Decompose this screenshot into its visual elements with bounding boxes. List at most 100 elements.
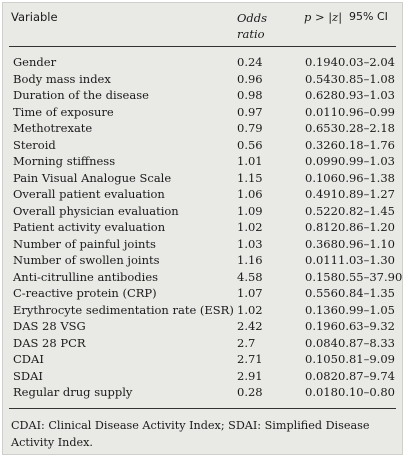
cell-variable: Patient activity evaluation — [13, 220, 166, 234]
cell-ci: 0.63–9.32 — [338, 319, 395, 333]
cell-variable: SDAI — [13, 368, 43, 383]
cell-ci: 0.87–9.74 — [338, 368, 395, 383]
cell-p-value: 0.196 — [305, 319, 338, 333]
cell-odds-ratio: 2.42 — [237, 319, 263, 333]
cell-odds-ratio: 1.03 — [237, 236, 263, 251]
table-row: Time of exposure 0.97 0.011 0.96–0.99 — [3, 104, 402, 121]
table-row: Anti-citrulline antibodies 4.58 0.158 0.55–… — [3, 269, 402, 286]
cell-p-value: 0.084 — [305, 335, 338, 350]
cell-odds-ratio: 1.16 — [237, 253, 263, 267]
cell-variable: CDAI — [13, 352, 44, 366]
cell-p-value: 0.106 — [305, 170, 338, 185]
cell-ci: 0.03–2.04 — [338, 55, 395, 69]
cell-odds-ratio: 0.96 — [237, 71, 263, 86]
cell-variable: Number of swollen joints — [13, 253, 160, 267]
cell-variable: Steroid — [13, 137, 56, 152]
cell-ci: 0.10–0.80 — [338, 385, 395, 399]
cell-variable: Duration of the disease — [13, 88, 149, 102]
cell-odds-ratio: 2.91 — [237, 368, 263, 383]
cell-ci: 0.89–1.27 — [338, 187, 395, 201]
table-row: Number of painful joints 1.03 0.368 0.96–1.… — [3, 236, 402, 253]
table-row: Gender 0.24 0.194 0.03–2.04 — [3, 54, 402, 71]
cell-odds-ratio: 1.06 — [237, 187, 263, 201]
cell-ci: 0.55–37.90 — [338, 269, 403, 284]
cell-p-value: 0.653 — [305, 121, 338, 135]
cell-ci: 0.96–1.38 — [338, 170, 395, 185]
cell-ci: 0.87–8.33 — [338, 335, 395, 350]
header-variable: Variable — [11, 10, 58, 24]
cell-variable: DAS 28 PCR — [13, 335, 86, 350]
header-p-value: p > |z| — [304, 10, 343, 24]
cell-variable: Methotrexate — [13, 121, 93, 135]
table-row: DAS 28 VSG 2.42 0.196 0.63–9.32 — [3, 318, 402, 335]
cell-variable: Overall physician evaluation — [13, 203, 179, 218]
cell-odds-ratio: 1.01 — [237, 154, 263, 168]
cell-variable: Anti-citrulline antibodies — [13, 269, 159, 284]
cell-ci: 0.96–1.10 — [338, 236, 395, 251]
cell-p-value: 0.194 — [305, 55, 338, 69]
cell-variable: Time of exposure — [13, 104, 114, 119]
header-ci: 95% CI — [349, 10, 388, 23]
table-footnote: CDAI: Clinical Disease Activity Index; S… — [11, 419, 370, 449]
cell-p-value: 0.543 — [305, 71, 338, 86]
table-row: Number of swollen joints 1.16 0.011 1.03–1.… — [3, 252, 402, 269]
cell-variable: Pain Visual Analogue Scale — [13, 170, 172, 185]
cell-odds-ratio: 4.58 — [237, 269, 263, 284]
cell-p-value: 0.158 — [305, 269, 338, 284]
header-odds-ratio: Odds ratio — [237, 10, 267, 42]
table-row: Morning stiffness 1.01 0.099 0.99–1.03 — [3, 153, 402, 170]
cell-p-value: 0.812 — [305, 220, 338, 234]
cell-ci: 0.99–1.05 — [338, 302, 395, 317]
table-row: Methotrexate 0.79 0.653 0.28–2.18 — [3, 120, 402, 137]
cell-p-value: 0.556 — [305, 286, 338, 300]
cell-odds-ratio: 1.02 — [237, 220, 263, 234]
cell-odds-ratio: 0.24 — [237, 55, 263, 69]
table-row: Body mass index 0.96 0.543 0.85–1.08 — [3, 71, 402, 88]
cell-variable: Erythrocyte sedimentation rate (ESR) — [13, 302, 234, 317]
cell-p-value: 0.491 — [305, 187, 338, 201]
cell-variable: C-reactive protein (CRP) — [13, 286, 157, 300]
cell-p-value: 0.082 — [305, 368, 338, 383]
cell-odds-ratio: 0.97 — [237, 104, 263, 119]
cell-p-value: 0.099 — [305, 154, 338, 168]
cell-odds-ratio: 0.98 — [237, 88, 263, 102]
cell-p-value: 0.011 — [305, 104, 338, 119]
cell-odds-ratio: 0.56 — [237, 137, 263, 152]
cell-ci: 0.86–1.20 — [338, 220, 395, 234]
table-row: Erythrocyte sedimentation rate (ESR) 1.02… — [3, 302, 402, 319]
cell-ci: 0.81–9.09 — [338, 352, 395, 366]
table-row: SDAI 2.91 0.082 0.87–9.74 — [3, 368, 402, 385]
cell-odds-ratio: 1.02 — [237, 302, 263, 317]
cell-odds-ratio: 2.7 — [237, 335, 256, 350]
table-row: Overall patient evaluation 1.06 0.491 0.89–… — [3, 186, 402, 203]
cell-odds-ratio: 1.07 — [237, 286, 263, 300]
cell-odds-ratio: 0.28 — [237, 385, 263, 399]
cell-variable: Overall patient evaluation — [13, 187, 165, 201]
cell-ci: 0.96–0.99 — [338, 104, 395, 119]
table-row: C-reactive protein (CRP) 1.07 0.556 0.84–1.… — [3, 285, 402, 302]
table-row: Overall physician evaluation 1.09 0.522 0.8… — [3, 203, 402, 220]
table-header: Variable Odds ratio p > |z| 95% CI — [3, 8, 402, 48]
cell-variable: Number of painful joints — [13, 236, 156, 251]
cell-ci: 1.03–1.30 — [338, 253, 395, 267]
cell-odds-ratio: 0.79 — [237, 121, 263, 135]
cell-ci: 0.84–1.35 — [338, 286, 395, 300]
cell-p-value: 0.105 — [305, 352, 338, 366]
table-row: Duration of the disease 0.98 0.628 0.93–1.0… — [3, 87, 402, 104]
table-row: Patient activity evaluation 1.02 0.812 0.86… — [3, 219, 402, 236]
cell-variable: DAS 28 VSG — [13, 319, 86, 333]
cell-ci: 0.93–1.03 — [338, 88, 395, 102]
table-row: CDAI 2.71 0.105 0.81–9.09 — [3, 351, 402, 368]
header-odds-ratio-line1: Odds — [237, 11, 268, 25]
header-odds-ratio-line2: ratio — [237, 27, 265, 41]
cell-variable: Regular drug supply — [13, 385, 133, 399]
table-row: Pain Visual Analogue Scale 1.15 0.106 0.96–… — [3, 170, 402, 187]
table-body: Gender 0.24 0.194 0.03–2.04 Body mass index 0… — [3, 54, 402, 401]
cell-odds-ratio: 2.71 — [237, 352, 263, 366]
cell-p-value: 0.326 — [305, 137, 338, 152]
cell-ci: 0.82–1.45 — [338, 203, 395, 218]
cell-p-value: 0.018 — [305, 385, 338, 399]
cell-variable: Body mass index — [13, 71, 111, 86]
cell-p-value: 0.136 — [305, 302, 338, 317]
cell-ci: 0.18–1.76 — [338, 137, 395, 152]
